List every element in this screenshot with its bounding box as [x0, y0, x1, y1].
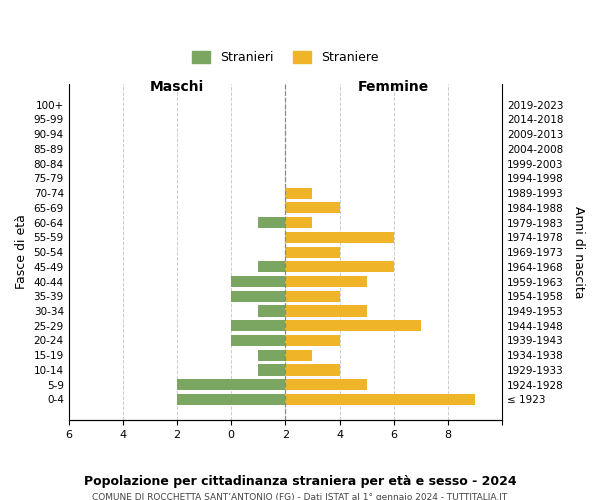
Y-axis label: Fasce di età: Fasce di età — [15, 214, 28, 290]
Bar — [286, 276, 367, 287]
Bar — [258, 306, 286, 316]
Bar — [231, 320, 286, 332]
Bar — [231, 290, 286, 302]
Bar — [286, 335, 340, 346]
Bar — [177, 394, 286, 405]
Bar — [286, 188, 313, 198]
Bar — [286, 320, 421, 332]
Bar — [286, 306, 367, 316]
Bar — [258, 350, 286, 361]
Y-axis label: Anni di nascita: Anni di nascita — [572, 206, 585, 298]
Bar — [286, 364, 340, 376]
Bar — [286, 246, 340, 258]
Bar — [286, 262, 394, 272]
Legend: Stranieri, Straniere: Stranieri, Straniere — [187, 46, 384, 70]
Bar — [286, 217, 313, 228]
Text: Maschi: Maschi — [150, 80, 204, 94]
Bar — [286, 394, 475, 405]
Bar — [286, 290, 340, 302]
Bar — [286, 379, 367, 390]
Text: Popolazione per cittadinanza straniera per età e sesso - 2024: Popolazione per cittadinanza straniera p… — [83, 475, 517, 488]
Bar — [286, 350, 313, 361]
Bar — [231, 276, 286, 287]
Bar — [177, 379, 286, 390]
Bar — [258, 217, 286, 228]
Bar — [286, 232, 394, 243]
Bar — [258, 364, 286, 376]
Text: Femmine: Femmine — [358, 80, 430, 94]
Bar — [286, 202, 340, 213]
Bar — [231, 335, 286, 346]
Text: COMUNE DI ROCCHETTA SANT’ANTONIO (FG) - Dati ISTAT al 1° gennaio 2024 - TUTTITAL: COMUNE DI ROCCHETTA SANT’ANTONIO (FG) - … — [92, 492, 508, 500]
Bar — [258, 262, 286, 272]
